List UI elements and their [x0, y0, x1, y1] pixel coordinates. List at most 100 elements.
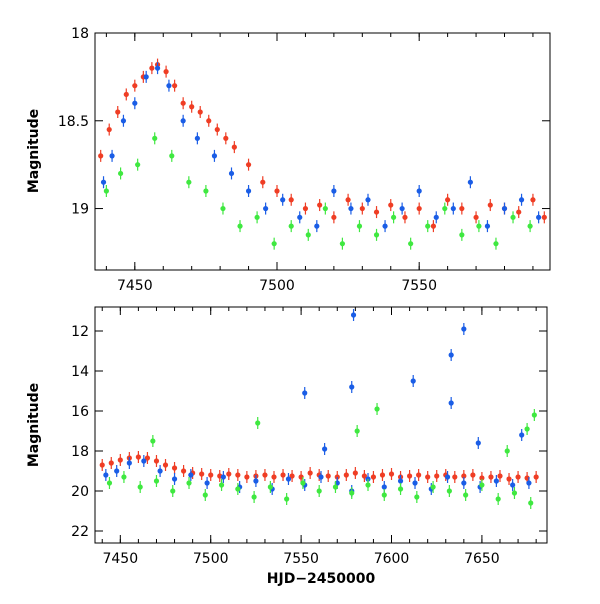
- bottom-series-1-point: [204, 480, 210, 486]
- bottom-series-0-point: [244, 474, 250, 480]
- top-series-2-point: [510, 214, 516, 220]
- bottom-series-0-point: [379, 472, 386, 478]
- top-series-2-point: [288, 223, 294, 229]
- bottom-series-1-point: [350, 312, 357, 318]
- top-data-marks: [98, 58, 547, 250]
- bottom-series-0-point: [162, 462, 169, 468]
- bottom-series-1-point: [412, 480, 418, 486]
- top-x-tick-label: 7500: [259, 278, 295, 294]
- top-series-1-point: [194, 135, 200, 141]
- bottom-series-1-point: [526, 480, 532, 486]
- bottom-y-tick-label: 14: [71, 364, 89, 380]
- top-series-1-point: [132, 100, 138, 106]
- bottom-series-2-point: [186, 480, 192, 486]
- bottom-series-0-point: [343, 472, 349, 478]
- top-series-0-point: [189, 104, 195, 110]
- bottom-series-1-point: [510, 482, 516, 488]
- bottom-series-0-point: [497, 473, 503, 479]
- top-series-0-point: [132, 83, 138, 89]
- top-series-0-point: [180, 100, 186, 106]
- bottom-series-0-point: [425, 474, 431, 480]
- bottom-series-0-point: [144, 455, 151, 461]
- bottom-series-0-point: [235, 472, 241, 478]
- top-series-1-point: [228, 170, 235, 177]
- bottom-series-2-point: [251, 494, 257, 500]
- top-series-1-point: [263, 205, 269, 212]
- bottom-series-2-point: [121, 474, 127, 480]
- bottom-series-0-point: [99, 462, 105, 468]
- bottom-series-0-point: [533, 474, 539, 480]
- top-series-1-point: [245, 188, 252, 194]
- top-series-0-point: [231, 144, 237, 150]
- bottom-series-2-point: [267, 484, 273, 490]
- bottom-series-1-point: [157, 468, 163, 474]
- bottom-series-1-point: [493, 478, 499, 484]
- bottom-series-0-point: [135, 454, 141, 460]
- bottom-series-0-point: [199, 471, 205, 477]
- top-series-0-point: [487, 202, 493, 208]
- top-series-1-point: [416, 188, 422, 194]
- top-series-0-point: [274, 188, 280, 194]
- top-series-0-point: [106, 126, 112, 133]
- bottom-series-0-point: [226, 471, 232, 477]
- bottom-series-1-point: [461, 480, 467, 486]
- bottom-series-0-point: [515, 474, 521, 480]
- bottom-series-0-point: [208, 472, 214, 478]
- top-series-0-point: [98, 153, 104, 159]
- top-series-0-point: [373, 209, 380, 215]
- top-series-1-point: [467, 179, 473, 185]
- bottom-series-0-point: [461, 473, 467, 479]
- bottom-series-0-point: [506, 476, 512, 482]
- bottom-series-1-point: [103, 472, 109, 478]
- top-series-1-point: [518, 197, 525, 203]
- top-series-2-point: [459, 232, 465, 238]
- bottom-series-2-point: [511, 490, 518, 496]
- top-series-1-point: [450, 205, 456, 212]
- bottom-x-tick-label: 7600: [374, 551, 410, 567]
- top-series-2-point: [103, 188, 109, 194]
- bottom-series-0-point: [434, 473, 440, 479]
- top-series-2-point: [527, 223, 533, 229]
- top-series-1-point: [365, 197, 371, 203]
- top-series-0-point: [331, 214, 337, 220]
- bottom-x-tick-label: 7650: [464, 551, 500, 567]
- bottom-data-marks: [99, 309, 539, 509]
- top-series-1-point: [211, 153, 218, 159]
- bottom-series-2-point: [332, 484, 339, 490]
- bottom-series-0-point: [470, 472, 476, 478]
- top-series-2-point: [442, 205, 448, 212]
- top-series-0-point: [416, 205, 422, 212]
- bottom-series-0-point: [180, 468, 187, 474]
- top-series-2-point: [493, 241, 499, 247]
- top-series-1-point: [100, 179, 107, 185]
- top-y-tick-label: 19: [71, 202, 89, 218]
- top-series-2-point: [339, 241, 346, 247]
- top-series-2-point: [425, 223, 431, 229]
- top-series-0-point: [359, 205, 365, 212]
- top-series-2-point: [476, 223, 482, 229]
- bottom-series-1-point: [253, 478, 259, 484]
- top-series-0-point: [197, 109, 203, 115]
- bottom-series-1-point: [410, 378, 416, 384]
- bottom-series-2-point: [170, 488, 176, 494]
- top-series-1-point: [348, 205, 354, 212]
- bottom-series-1-point: [381, 484, 387, 490]
- bottom-series-1-point: [141, 458, 147, 464]
- top-series-0-point: [430, 223, 437, 229]
- bottom-series-0-point: [289, 473, 295, 479]
- top-series-1-point: [331, 188, 337, 194]
- bottom-y-tick-label: 16: [71, 404, 89, 420]
- top-series-1-point: [484, 223, 491, 229]
- bottom-series-2-point: [349, 490, 355, 496]
- top-series-0-point: [206, 118, 212, 124]
- bottom-series-1-point: [397, 478, 404, 484]
- top-series-1-point: [109, 153, 115, 159]
- bottom-series-1-point: [461, 326, 467, 332]
- bottom-series-1-point: [220, 474, 226, 480]
- bottom-series-0-point: [262, 472, 268, 478]
- top-series-0-point: [302, 205, 309, 212]
- bottom-series-2-point: [381, 492, 387, 498]
- bottom-series-0-point: [108, 460, 114, 466]
- top-series-1-point: [143, 74, 149, 80]
